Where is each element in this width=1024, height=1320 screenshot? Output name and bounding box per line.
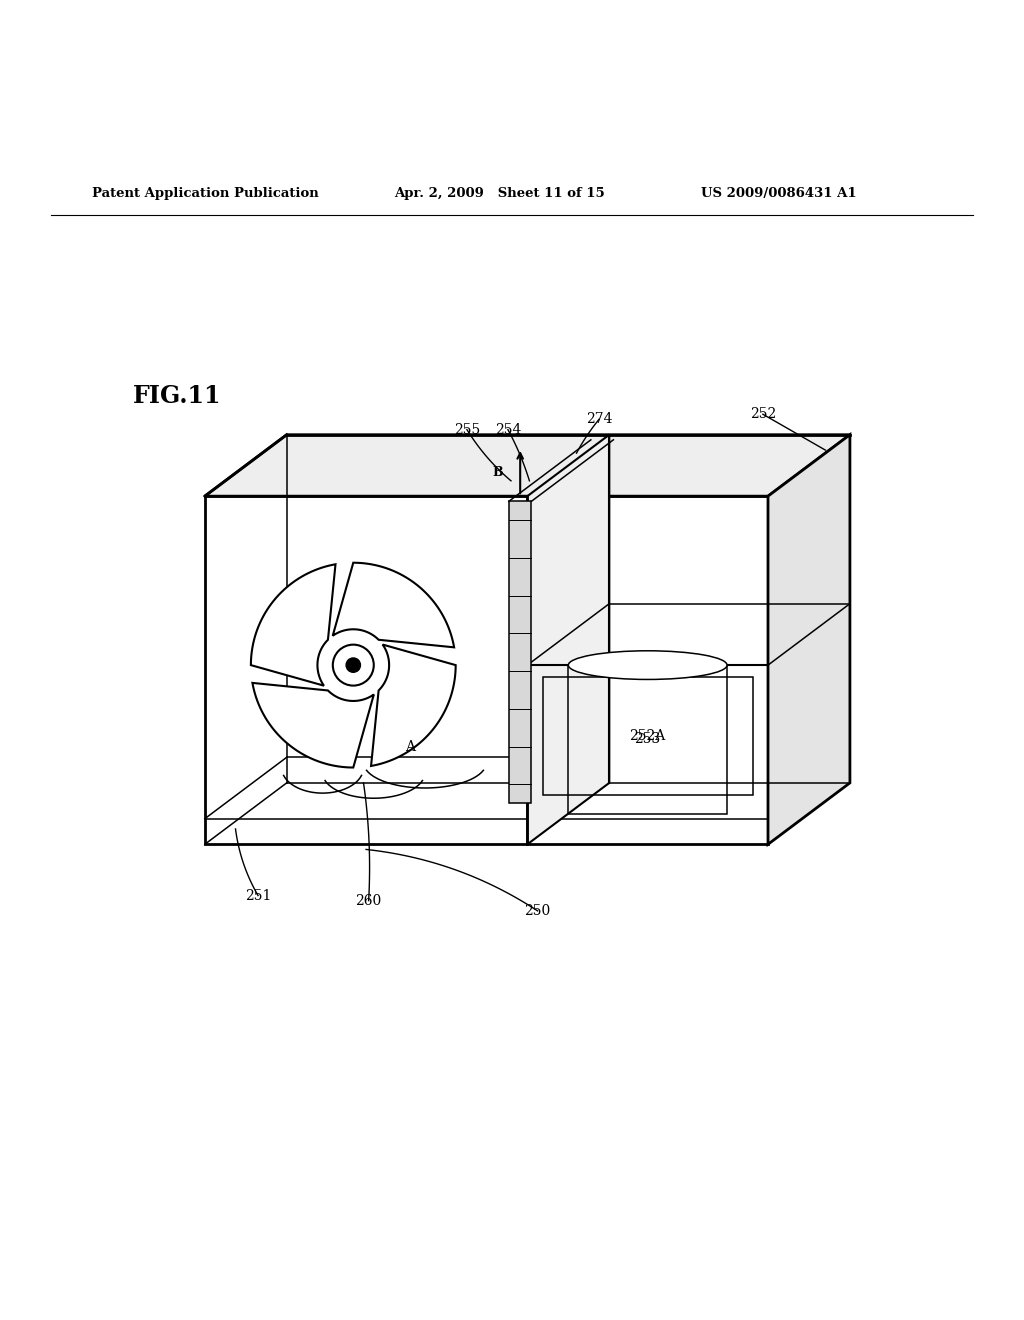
Polygon shape <box>509 502 531 804</box>
Polygon shape <box>333 562 454 647</box>
Text: 251: 251 <box>245 888 271 903</box>
Text: 252: 252 <box>750 408 776 421</box>
Text: 255: 255 <box>454 422 480 437</box>
Text: Apr. 2, 2009   Sheet 11 of 15: Apr. 2, 2009 Sheet 11 of 15 <box>394 187 605 199</box>
Text: Patent Application Publication: Patent Application Publication <box>92 187 318 199</box>
Text: 260: 260 <box>355 894 382 908</box>
Polygon shape <box>527 434 609 845</box>
Polygon shape <box>768 434 850 845</box>
Text: 252A: 252A <box>630 729 666 743</box>
Polygon shape <box>205 434 850 496</box>
Polygon shape <box>253 682 374 767</box>
Circle shape <box>346 657 360 672</box>
Text: A: A <box>404 741 415 754</box>
Polygon shape <box>251 564 336 685</box>
Text: 253: 253 <box>635 733 660 746</box>
Text: FIG.11: FIG.11 <box>133 384 221 408</box>
Text: 250: 250 <box>524 904 551 917</box>
Ellipse shape <box>568 651 727 680</box>
Text: 254: 254 <box>495 422 521 437</box>
Text: 274: 274 <box>586 412 612 426</box>
Text: B: B <box>493 466 503 479</box>
Text: US 2009/0086431 A1: US 2009/0086431 A1 <box>701 187 857 199</box>
Circle shape <box>333 644 374 685</box>
Polygon shape <box>371 644 456 766</box>
